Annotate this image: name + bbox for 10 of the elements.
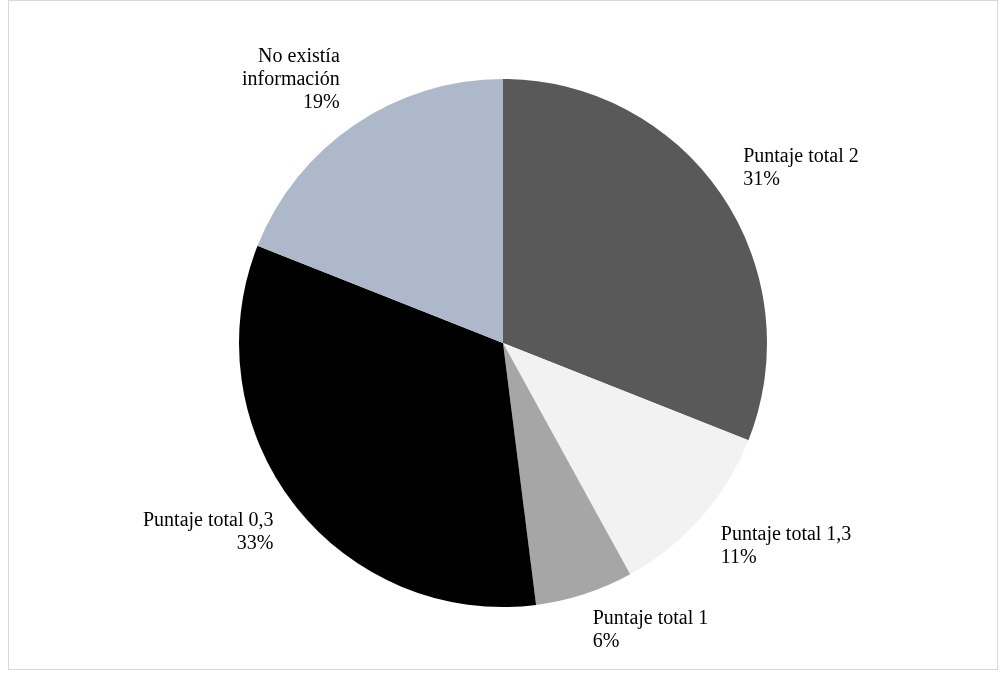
slice-label: Puntaje total 1 (592, 606, 709, 630)
slice-label: Puntaje total 2 (743, 144, 859, 168)
data-label: 31% (743, 167, 780, 190)
slice-label: No existía información (242, 44, 340, 90)
data-label: 33% (236, 531, 274, 554)
slice-label: Puntaje total 0,3 (142, 508, 274, 532)
slice-label: Puntaje total 1,3 (720, 522, 852, 546)
data-label: 19% (303, 90, 340, 113)
data-label: 11% (720, 545, 757, 568)
data-label: 6% (592, 629, 620, 652)
